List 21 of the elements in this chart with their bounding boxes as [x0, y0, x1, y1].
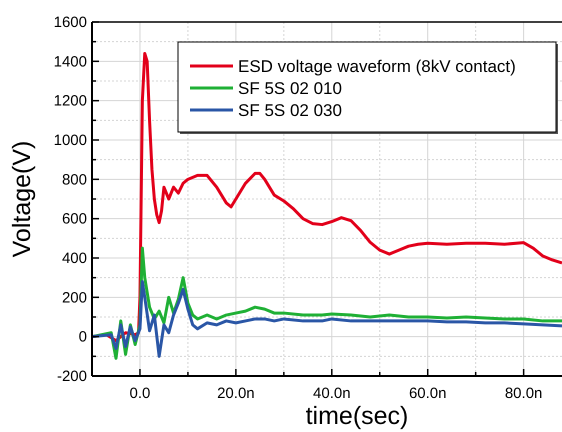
y-tick-label: 1400 — [54, 53, 87, 70]
x-tick-label: 80.0n — [504, 385, 542, 402]
x-tick-label: 40.0n — [313, 385, 351, 402]
x-tick-label: 20.0n — [217, 385, 255, 402]
y-tick-label: 1600 — [54, 14, 87, 31]
y-tick-label: 200 — [62, 289, 87, 306]
y-tick-label: -200 — [56, 368, 87, 385]
y-tick-label: 0 — [78, 328, 87, 346]
y-tick-label: 800 — [62, 171, 87, 188]
y-tick-label: 1000 — [54, 132, 87, 149]
y-tick-label: 400 — [62, 250, 87, 267]
y-tick-label: 600 — [62, 210, 87, 228]
y-tick-label: 1200 — [54, 92, 87, 110]
x-tick-label: 0.0 — [130, 385, 150, 402]
x-axis-title: time(sec) — [306, 402, 408, 430]
line-series — [90, 280, 562, 358]
legend-label: ESD voltage waveform (8kV contact) — [238, 57, 516, 76]
y-axis-title: Voltage(V) — [8, 140, 36, 258]
legend-label: SF 5S 02 010 — [238, 79, 342, 98]
legend-label: SF 5S 02 030 — [238, 101, 342, 120]
x-tick-label: 60.0n — [408, 385, 446, 402]
